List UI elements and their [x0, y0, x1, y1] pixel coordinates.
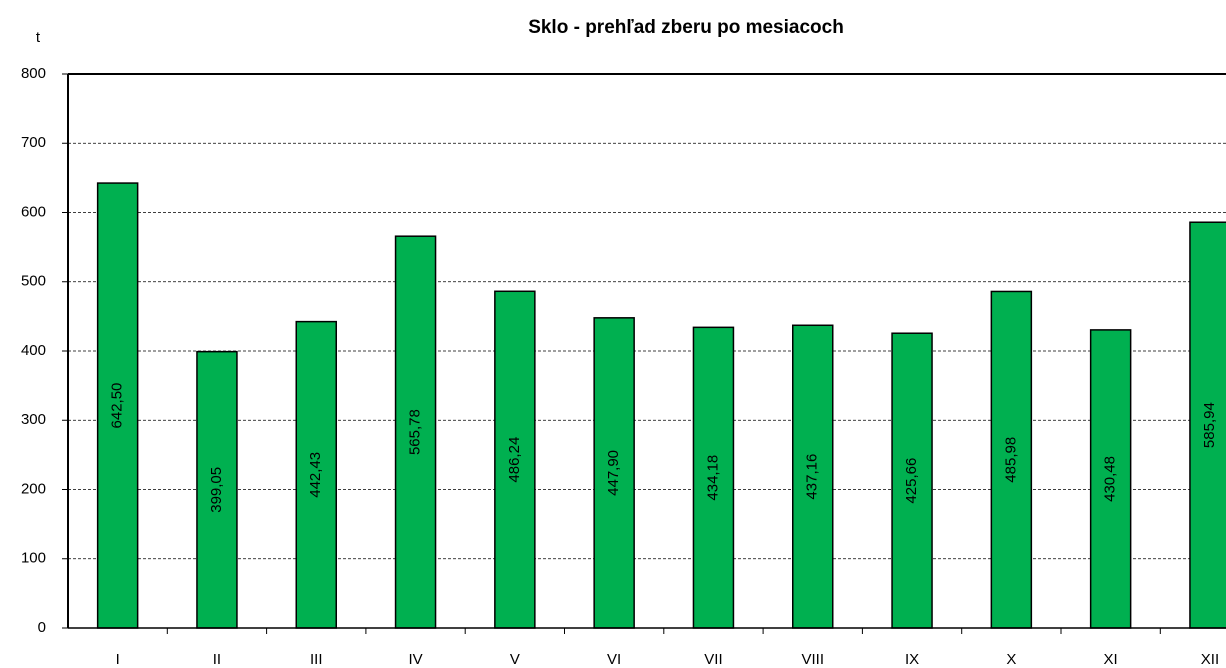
value-label: 425,66 — [903, 458, 920, 504]
value-label: 585,94 — [1201, 402, 1218, 448]
x-tick-label: XII — [1201, 651, 1219, 668]
bar — [692, 326, 735, 629]
x-tick-label: IX — [905, 651, 919, 668]
y-tick-label: 700 — [21, 134, 46, 151]
x-tick-label: VIII — [801, 651, 824, 668]
y-tick-label: 0 — [38, 619, 46, 636]
value-label: 447,90 — [605, 450, 622, 496]
y-axis-label: t — [36, 29, 41, 46]
chart-title: Sklo - prehľad zberu po mesiacoch — [528, 17, 844, 38]
value-label: 430,48 — [1102, 456, 1119, 502]
y-tick-label: 100 — [21, 550, 46, 567]
bar — [593, 317, 635, 629]
bar — [394, 235, 437, 629]
value-label: 565,78 — [407, 409, 424, 455]
x-tick-label: IV — [408, 651, 422, 668]
y-tick-label: 600 — [21, 203, 46, 220]
value-label: 434,18 — [704, 455, 721, 501]
y-tick-label: 400 — [21, 342, 46, 359]
value-label: 485,98 — [1002, 437, 1019, 483]
value-label: 399,05 — [208, 467, 225, 513]
y-tick-label: 200 — [21, 480, 46, 497]
bar — [792, 324, 834, 629]
x-tick-label: VI — [607, 651, 621, 668]
y-tick-label: 800 — [21, 65, 46, 82]
bar — [1189, 221, 1226, 629]
x-tick-label: VII — [704, 651, 722, 668]
value-label: 486,24 — [506, 437, 523, 483]
value-label: 437,16 — [804, 454, 821, 500]
bar — [96, 182, 139, 629]
y-tick-label: 300 — [21, 411, 46, 428]
bar — [494, 290, 536, 629]
bar — [990, 290, 1033, 629]
bar — [891, 332, 933, 629]
value-label: 442,43 — [307, 452, 324, 498]
bar — [1089, 329, 1132, 629]
x-tick-label: V — [510, 651, 520, 668]
x-tick-label: I — [116, 651, 120, 668]
x-tick-label: XI — [1104, 651, 1118, 668]
x-tick-label: X — [1006, 651, 1016, 668]
bar — [196, 350, 238, 629]
x-tick-label: II — [213, 651, 221, 668]
x-tick-label: III — [310, 651, 323, 668]
value-label: 642,50 — [109, 383, 126, 429]
y-tick-label: 500 — [21, 273, 46, 290]
